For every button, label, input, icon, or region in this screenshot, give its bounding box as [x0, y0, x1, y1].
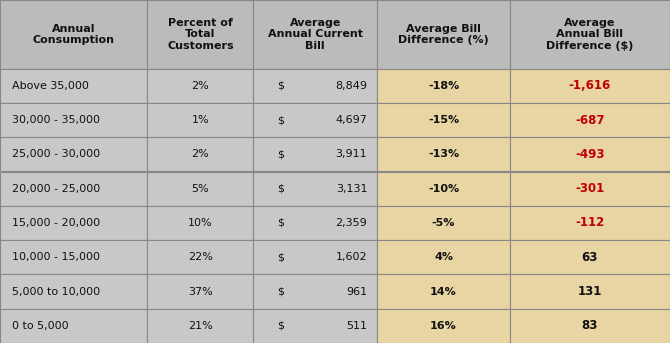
- Text: 83: 83: [582, 319, 598, 332]
- Bar: [147, 103, 253, 137]
- Bar: [147, 69, 253, 103]
- Text: 511: 511: [346, 321, 367, 331]
- Bar: [147, 206, 253, 240]
- Bar: [510, 103, 670, 137]
- Bar: [147, 0, 253, 69]
- Bar: [377, 274, 510, 309]
- Bar: [0, 206, 147, 240]
- Text: 4,697: 4,697: [336, 115, 367, 125]
- Text: $: $: [277, 149, 284, 159]
- Text: 1,602: 1,602: [336, 252, 367, 262]
- Text: -687: -687: [575, 114, 605, 127]
- Text: $: $: [277, 218, 284, 228]
- Text: $: $: [277, 184, 284, 194]
- Bar: [0, 103, 147, 137]
- Text: -1,616: -1,616: [569, 79, 611, 92]
- Bar: [253, 172, 377, 206]
- Bar: [0, 137, 147, 172]
- Bar: [377, 240, 510, 274]
- Text: Average Bill
Difference (%): Average Bill Difference (%): [398, 24, 489, 45]
- Bar: [147, 274, 253, 309]
- Bar: [377, 206, 510, 240]
- Bar: [377, 309, 510, 343]
- Text: 22%: 22%: [188, 252, 213, 262]
- Text: -15%: -15%: [428, 115, 459, 125]
- Bar: [253, 309, 377, 343]
- Bar: [0, 69, 147, 103]
- Text: 21%: 21%: [188, 321, 212, 331]
- Text: -493: -493: [575, 148, 605, 161]
- Text: Percent of
Total
Customers: Percent of Total Customers: [167, 18, 234, 51]
- Bar: [377, 69, 510, 103]
- Text: 5%: 5%: [192, 184, 209, 194]
- Text: 37%: 37%: [188, 286, 212, 297]
- Text: -10%: -10%: [428, 184, 459, 194]
- Bar: [510, 309, 670, 343]
- Text: $: $: [277, 252, 284, 262]
- Text: 14%: 14%: [430, 286, 457, 297]
- Bar: [510, 137, 670, 172]
- Text: $: $: [277, 321, 284, 331]
- Bar: [253, 240, 377, 274]
- Text: 2%: 2%: [192, 149, 209, 159]
- Bar: [510, 240, 670, 274]
- Text: 3,131: 3,131: [336, 184, 367, 194]
- Text: 131: 131: [578, 285, 602, 298]
- Bar: [0, 309, 147, 343]
- Bar: [377, 0, 510, 69]
- Text: 10%: 10%: [188, 218, 212, 228]
- Text: Above 35,000: Above 35,000: [12, 81, 88, 91]
- Text: 5,000 to 10,000: 5,000 to 10,000: [12, 286, 100, 297]
- Bar: [377, 172, 510, 206]
- Bar: [510, 69, 670, 103]
- Bar: [377, 103, 510, 137]
- Bar: [253, 0, 377, 69]
- Text: 4%: 4%: [434, 252, 453, 262]
- Bar: [147, 309, 253, 343]
- Bar: [253, 274, 377, 309]
- Text: -13%: -13%: [428, 149, 459, 159]
- Text: $: $: [277, 286, 284, 297]
- Bar: [0, 0, 147, 69]
- Text: 2,359: 2,359: [336, 218, 367, 228]
- Text: Average
Annual Bill
Difference ($): Average Annual Bill Difference ($): [546, 18, 634, 51]
- Bar: [0, 240, 147, 274]
- Bar: [253, 103, 377, 137]
- Text: 961: 961: [346, 286, 367, 297]
- Text: 15,000 - 20,000: 15,000 - 20,000: [12, 218, 100, 228]
- Bar: [510, 206, 670, 240]
- Bar: [377, 137, 510, 172]
- Text: -112: -112: [576, 216, 604, 229]
- Text: 63: 63: [582, 251, 598, 264]
- Text: 3,911: 3,911: [336, 149, 367, 159]
- Text: Annual
Consumption: Annual Consumption: [33, 24, 115, 45]
- Bar: [0, 172, 147, 206]
- Bar: [253, 206, 377, 240]
- Bar: [510, 274, 670, 309]
- Text: 30,000 - 35,000: 30,000 - 35,000: [12, 115, 100, 125]
- Text: 25,000 - 30,000: 25,000 - 30,000: [12, 149, 100, 159]
- Text: 10,000 - 15,000: 10,000 - 15,000: [12, 252, 100, 262]
- Text: $: $: [277, 81, 284, 91]
- Text: 8,849: 8,849: [335, 81, 367, 91]
- Text: 16%: 16%: [430, 321, 457, 331]
- Text: -5%: -5%: [432, 218, 455, 228]
- Text: $: $: [277, 115, 284, 125]
- Bar: [147, 137, 253, 172]
- Text: 1%: 1%: [192, 115, 209, 125]
- Text: 2%: 2%: [192, 81, 209, 91]
- Text: Average
Annual Current
Bill: Average Annual Current Bill: [268, 18, 362, 51]
- Bar: [147, 172, 253, 206]
- Bar: [253, 137, 377, 172]
- Bar: [147, 240, 253, 274]
- Bar: [510, 0, 670, 69]
- Text: -301: -301: [576, 182, 604, 195]
- Text: -18%: -18%: [428, 81, 459, 91]
- Bar: [0, 274, 147, 309]
- Text: 20,000 - 25,000: 20,000 - 25,000: [12, 184, 100, 194]
- Bar: [253, 69, 377, 103]
- Text: 0 to 5,000: 0 to 5,000: [12, 321, 68, 331]
- Bar: [510, 172, 670, 206]
